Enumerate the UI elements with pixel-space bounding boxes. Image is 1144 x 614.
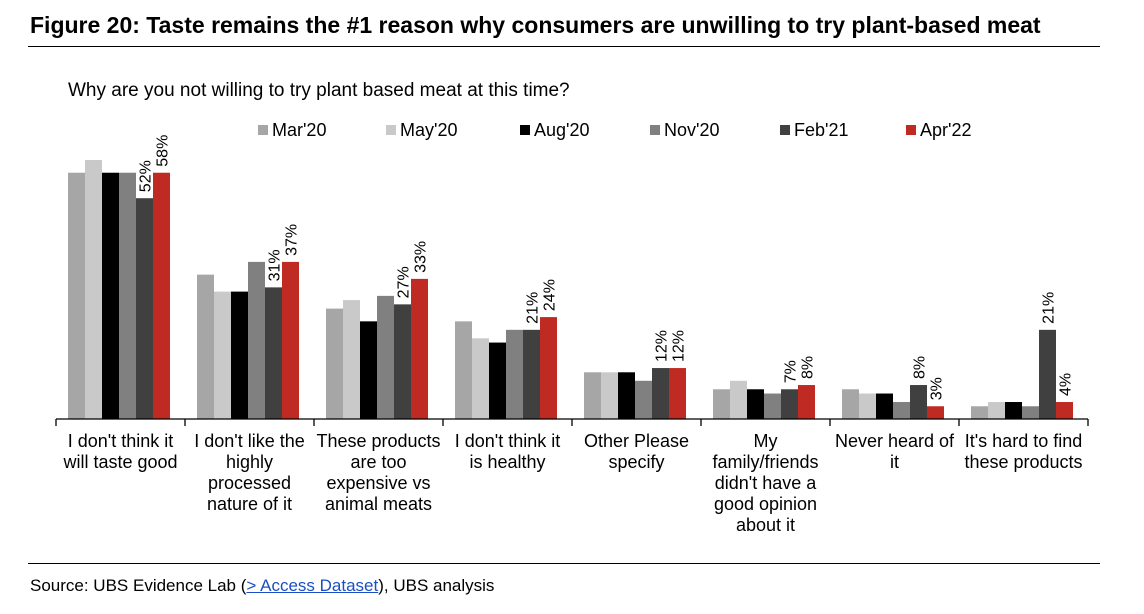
- data-label-1-2: 33%: [413, 241, 430, 273]
- bar-2-0: [102, 172, 119, 419]
- legend-swatch-2: [520, 125, 530, 135]
- bar-3-3: [506, 329, 523, 419]
- legend-swatch-1: [386, 125, 396, 135]
- bar-4-3: [523, 329, 540, 419]
- bar-5-5: [798, 385, 815, 419]
- bar-4-7: [1039, 329, 1056, 419]
- bar-5-2: [411, 278, 428, 419]
- bar-0-2: [326, 308, 343, 419]
- bar-0-3: [455, 321, 472, 419]
- bar-0-6: [842, 389, 859, 419]
- bar-4-2: [394, 304, 411, 419]
- data-label-1-5: 8%: [800, 356, 817, 379]
- bar-3-1: [248, 261, 265, 419]
- bar-5-3: [540, 317, 557, 419]
- data-label-1-0: 58%: [155, 135, 172, 167]
- legend-swatch-3: [650, 125, 660, 135]
- bar-5-7: [1056, 402, 1073, 419]
- bar-0-4: [584, 372, 601, 419]
- category-label-5: My family/friends didn't have a good opinio…: [712, 431, 818, 535]
- bar-2-2: [360, 321, 377, 419]
- bar-2-4: [618, 372, 635, 419]
- bar-5-0: [153, 172, 170, 419]
- data-label-0-2: 27%: [396, 266, 413, 298]
- bar-3-6: [893, 402, 910, 419]
- source-suffix: ), UBS analysis: [378, 576, 495, 595]
- legend-label-5: Apr'22: [920, 120, 971, 140]
- category-label-2: These products are too expensive vs animal …: [316, 431, 440, 514]
- bar-0-1: [197, 274, 214, 419]
- legend-label-4: Feb'21: [794, 120, 848, 140]
- bar-1-3: [472, 338, 489, 419]
- legend-label-3: Nov'20: [664, 120, 719, 140]
- bar-1-7: [988, 402, 1005, 419]
- bottom-rule: [28, 563, 1100, 564]
- data-label-1-6: 3%: [929, 377, 946, 400]
- legend-label-2: Aug'20: [534, 120, 590, 140]
- top-rule: [28, 46, 1100, 47]
- legend-swatch-5: [906, 125, 916, 135]
- category-label-0: I don't think it will taste good: [62, 431, 177, 472]
- data-label-1-3: 24%: [542, 279, 559, 311]
- bar-2-3: [489, 342, 506, 419]
- legend-label-1: May'20: [400, 120, 457, 140]
- data-label-0-1: 31%: [267, 249, 284, 281]
- bar-2-5: [747, 389, 764, 419]
- bar-4-4: [652, 368, 669, 419]
- figure-title: Figure 20: Taste remains the #1 reason w…: [30, 12, 1041, 38]
- legend-label-0: Mar'20: [272, 120, 326, 140]
- bar-1-1: [214, 291, 231, 419]
- data-label-1-4: 12%: [671, 330, 688, 362]
- data-label-0-5: 7%: [783, 360, 800, 383]
- bar-0-7: [971, 406, 988, 419]
- bar-1-5: [730, 380, 747, 419]
- category-label-3: I don't think it is healthy: [455, 431, 561, 472]
- bar-4-6: [910, 385, 927, 419]
- bar-5-1: [282, 261, 299, 419]
- bar-3-2: [377, 295, 394, 419]
- category-label-7: It's hard to find these products: [964, 431, 1082, 472]
- bar-4-0: [136, 198, 153, 419]
- bar-3-7: [1022, 406, 1039, 419]
- bar-3-5: [764, 393, 781, 419]
- bar-1-0: [85, 159, 102, 419]
- data-label-0-7: 21%: [1041, 292, 1058, 324]
- data-label-0-0: 52%: [138, 160, 155, 192]
- bar-3-0: [119, 172, 136, 419]
- source-prefix: Source: UBS Evidence Lab (: [30, 576, 247, 595]
- bar-4-1: [265, 287, 282, 419]
- bar-1-6: [859, 393, 876, 419]
- data-label-0-3: 21%: [525, 292, 542, 324]
- data-label-1-7: 4%: [1058, 373, 1075, 396]
- data-label-0-4: 12%: [654, 330, 671, 362]
- bar-4-5: [781, 389, 798, 419]
- bar-2-6: [876, 393, 893, 419]
- source-note: Source: UBS Evidence Lab (> Access Datas…: [30, 576, 494, 596]
- bar-2-1: [231, 291, 248, 419]
- category-label-1: I don't like the highly processed nature of…: [194, 431, 305, 514]
- category-label-4: Other Please specify: [584, 431, 689, 472]
- bar-3-4: [635, 380, 652, 419]
- chart-question: Why are you not willing to try plant bas…: [68, 80, 570, 101]
- bar-1-2: [343, 300, 360, 419]
- legend-swatch-4: [780, 125, 790, 135]
- bar-0-5: [713, 389, 730, 419]
- bar-2-7: [1005, 402, 1022, 419]
- bar-1-4: [601, 372, 618, 419]
- bar-chart: Mar'20 May'20 Aug'20 Nov'20 Feb'21 Apr'22 52% 3…: [55, 120, 1089, 535]
- bar-5-6: [927, 406, 944, 419]
- data-label-1-1: 37%: [284, 224, 301, 256]
- bar-0-0: [68, 172, 85, 419]
- access-dataset-link[interactable]: > Access Dataset: [246, 576, 379, 595]
- bar-5-4: [669, 368, 686, 419]
- category-label-6: Never heard of it: [835, 431, 955, 472]
- legend-swatch-0: [258, 125, 268, 135]
- data-label-0-6: 8%: [912, 356, 929, 379]
